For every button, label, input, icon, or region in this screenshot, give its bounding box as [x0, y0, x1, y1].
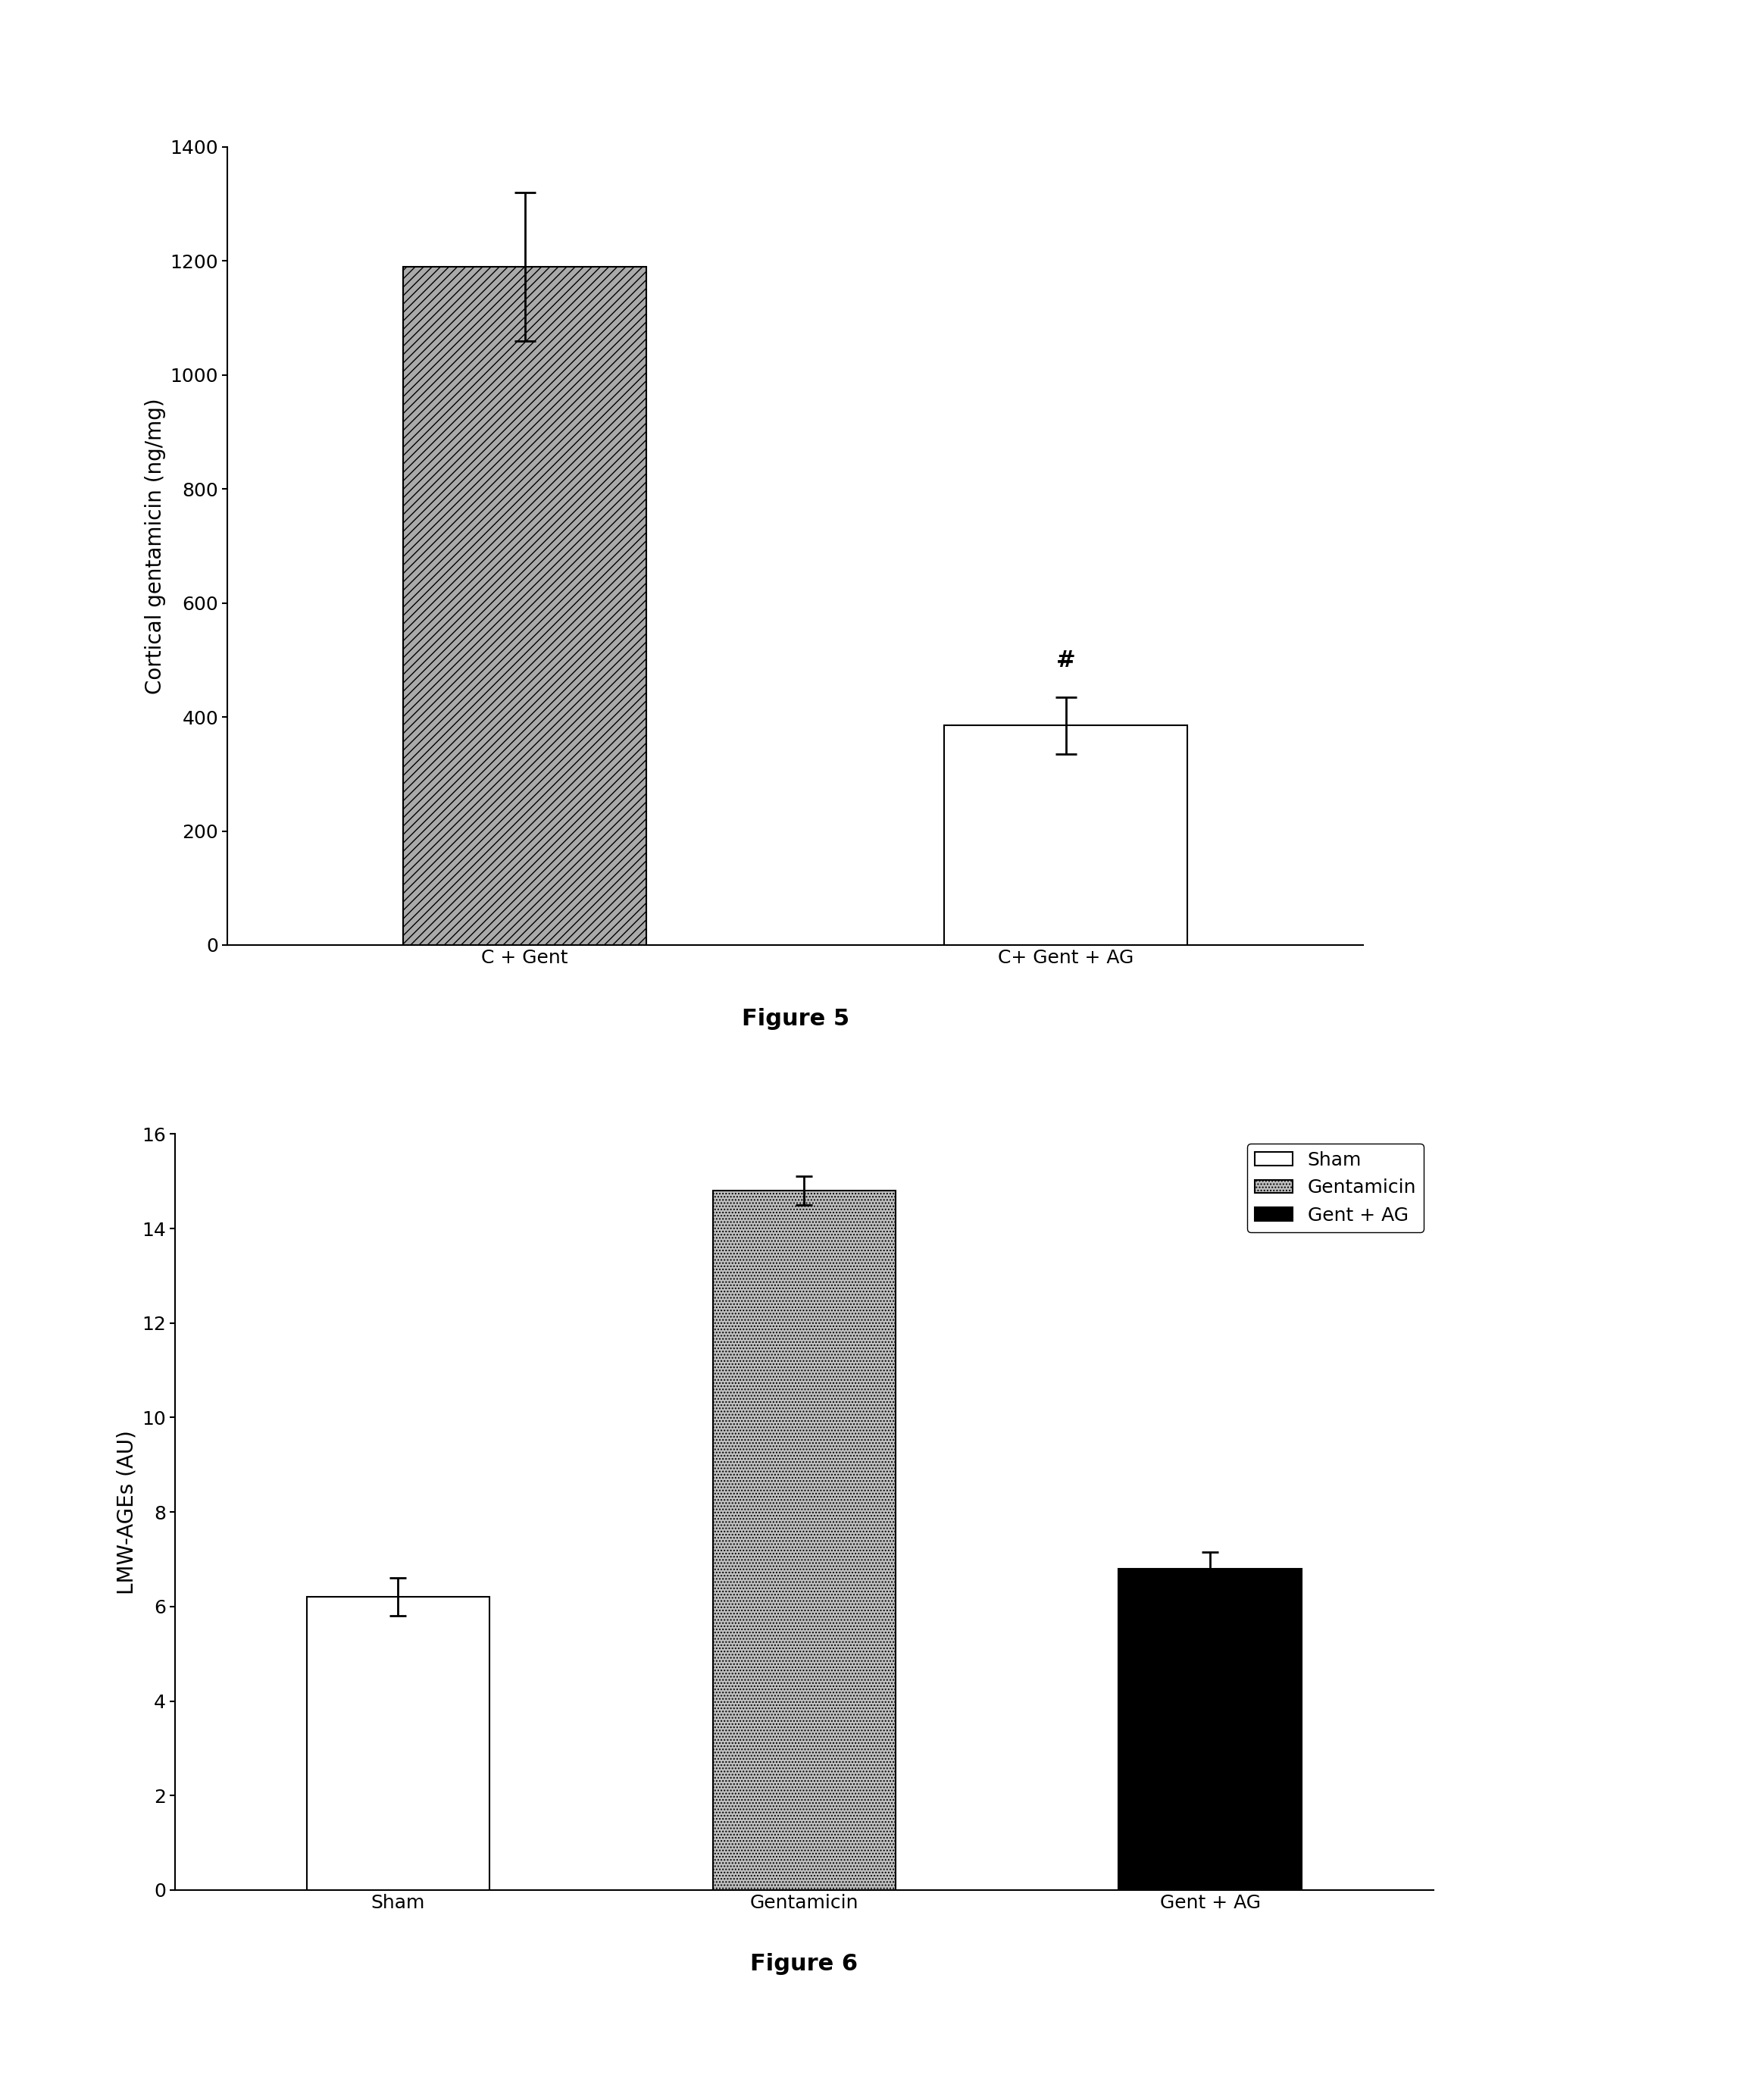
Y-axis label: LMW-AGEs (AU): LMW-AGEs (AU) — [117, 1430, 138, 1594]
Bar — [713, 1191, 895, 1890]
Bar — [1119, 1569, 1302, 1890]
Legend: Sham, Gentamicin, Gent + AG: Sham, Gentamicin, Gent + AG — [1246, 1144, 1425, 1233]
Y-axis label: Cortical gentamicin (ng/mg): Cortical gentamicin (ng/mg) — [145, 399, 166, 693]
Text: Figure 6: Figure 6 — [750, 1953, 858, 1974]
Bar — [306, 1598, 489, 1890]
Bar — [404, 267, 647, 945]
Bar — [944, 724, 1187, 945]
Text: #: # — [1056, 649, 1075, 672]
Text: Figure 5: Figure 5 — [741, 1008, 850, 1029]
